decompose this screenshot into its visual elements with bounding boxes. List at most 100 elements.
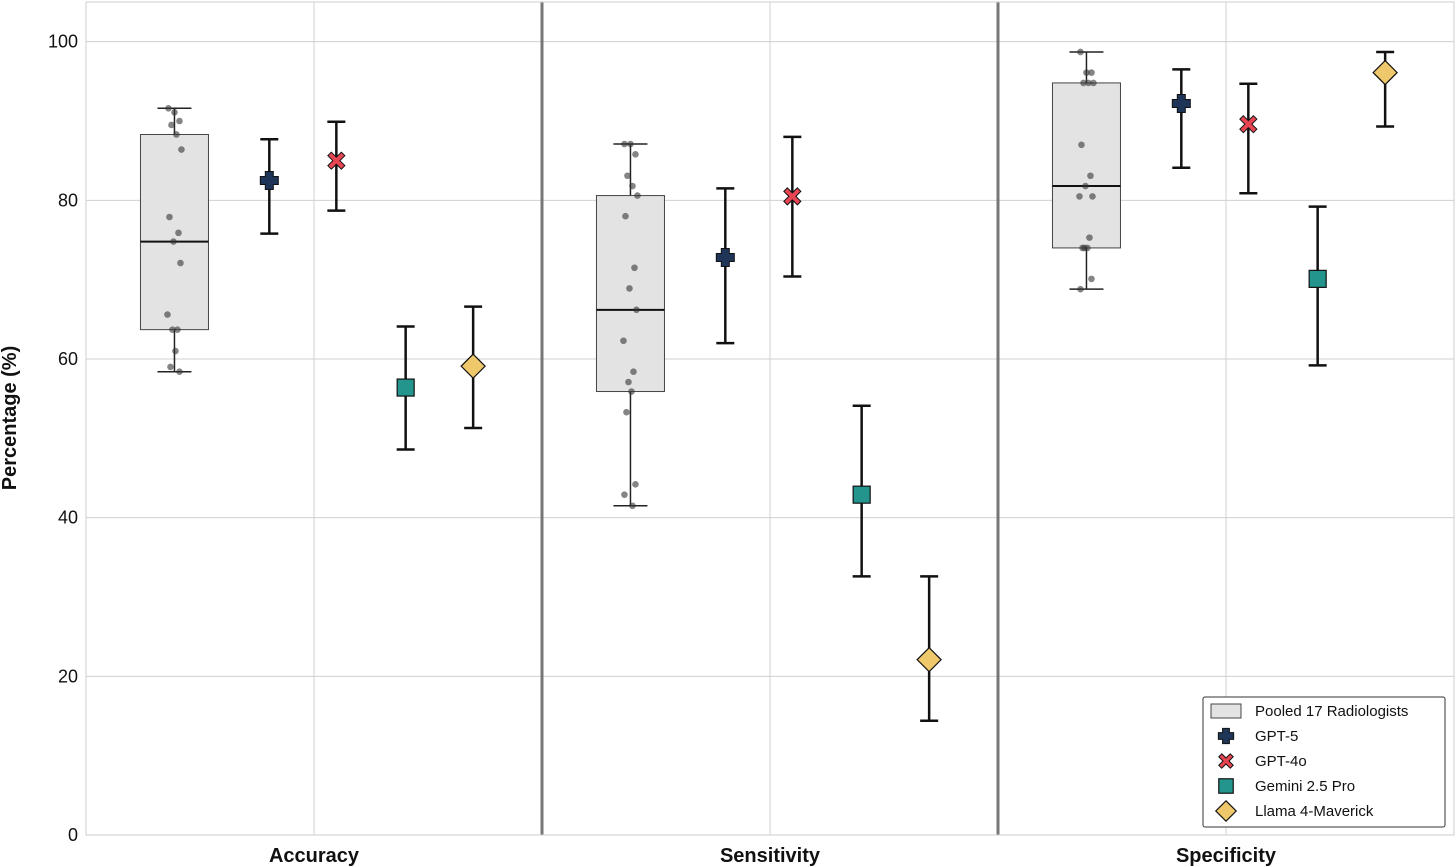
plus-marker xyxy=(1217,727,1235,745)
radiologist-point xyxy=(175,229,182,237)
radiologist-point xyxy=(167,363,174,371)
diamond-marker xyxy=(1214,799,1238,823)
model-point-x-accuracy xyxy=(327,120,346,212)
radiologist-point xyxy=(627,140,634,148)
box-iqr xyxy=(595,195,665,393)
model-point-plus-sensitivity xyxy=(715,187,735,345)
radiologist-box-specificity xyxy=(1051,48,1121,293)
radiologist-box-sensitivity xyxy=(595,140,665,510)
y-tick-label: 80 xyxy=(58,190,78,210)
legend-entry: Llama 4-Maverick xyxy=(1214,799,1374,823)
box-layer xyxy=(139,48,1121,510)
x-marker xyxy=(783,187,802,206)
radiologist-point xyxy=(1085,79,1092,87)
y-axis-title: Percentage (%) xyxy=(0,346,21,491)
radiologist-point xyxy=(176,117,183,125)
legend-entry: GPT-5 xyxy=(1217,727,1298,745)
radiologist-box-accuracy xyxy=(139,105,209,375)
radiologist-point xyxy=(1089,193,1096,200)
radiologist-point xyxy=(1088,69,1095,76)
legend-box xyxy=(1202,696,1446,828)
radiologist-point xyxy=(164,311,171,318)
box-iqr xyxy=(1051,82,1121,249)
radiologist-point xyxy=(626,285,633,292)
grid-layer xyxy=(86,2,1454,836)
model-point-diamond-accuracy xyxy=(460,305,486,430)
radiologist-point xyxy=(1077,285,1084,293)
plus-marker xyxy=(1171,94,1191,114)
square-marker xyxy=(1308,269,1327,288)
radiologist-point xyxy=(1086,234,1093,241)
radiologist-point xyxy=(1080,79,1087,87)
y-tick-label: 40 xyxy=(58,508,78,528)
radiologist-point xyxy=(621,140,628,148)
radiologist-point xyxy=(1077,48,1084,56)
model-point-diamond-specificity xyxy=(1372,50,1398,128)
legend-entry: Gemini 2.5 Pro xyxy=(1218,778,1355,795)
x-category-label: Accuracy xyxy=(269,845,360,867)
radiologist-point xyxy=(630,368,637,375)
radiologist-point xyxy=(632,481,639,488)
y-tick-label: 60 xyxy=(58,349,78,369)
y-tick-label: 20 xyxy=(58,666,78,686)
radiologist-point xyxy=(172,347,179,355)
x-marker xyxy=(1218,753,1234,769)
model-point-plus-specificity xyxy=(1171,68,1191,170)
radiologist-point xyxy=(174,326,181,333)
radiologist-point xyxy=(1088,275,1095,283)
model-point-plus-accuracy xyxy=(259,137,279,235)
axis-layer: 0 20 40 60 80 100 Accuracy Sensitivity Specifici… xyxy=(48,1,1455,867)
marker-layer xyxy=(259,50,1398,723)
radiologist-point xyxy=(1076,193,1083,200)
radiologist-point xyxy=(631,264,638,272)
legend-label: GPT-5 xyxy=(1255,728,1298,745)
legend-entry: GPT-4o xyxy=(1218,753,1307,770)
radiologist-point xyxy=(1078,141,1085,149)
radiologist-point xyxy=(1084,244,1091,252)
model-point-square-specificity xyxy=(1308,205,1327,367)
radiologist-point xyxy=(171,108,178,116)
radiologist-point xyxy=(1083,69,1090,76)
model-point-x-specificity xyxy=(1239,82,1258,195)
radiologist-point xyxy=(168,121,175,129)
model-point-diamond-sensitivity xyxy=(916,575,942,723)
plot-frame xyxy=(85,1,1455,836)
legend-entry: Pooled 17 Radiologists xyxy=(1210,703,1408,720)
legend-label: Gemini 2.5 Pro xyxy=(1255,778,1355,795)
radiologist-point xyxy=(169,326,176,333)
box-iqr xyxy=(139,133,209,331)
radiologist-point xyxy=(176,368,183,375)
radiologist-point xyxy=(166,213,173,221)
radiologist-point xyxy=(632,151,639,158)
radiologist-point xyxy=(622,212,629,220)
model-point-square-sensitivity xyxy=(852,404,871,578)
radiologist-point xyxy=(165,105,172,112)
radiologist-point xyxy=(620,337,627,345)
y-tick-label: 0 xyxy=(68,825,78,845)
radiologist-point xyxy=(1082,182,1089,190)
diamond-marker xyxy=(916,646,942,673)
radiologist-point xyxy=(1079,244,1086,252)
radiologist-point xyxy=(625,378,632,386)
radiologist-point xyxy=(624,172,631,180)
radiologist-point xyxy=(1090,79,1097,87)
radiologist-point xyxy=(1087,172,1094,180)
legend-swatch xyxy=(1210,703,1242,719)
x-category-label: Sensitivity xyxy=(720,845,821,867)
plus-marker xyxy=(715,247,735,267)
plus-marker xyxy=(259,171,279,190)
diamond-marker xyxy=(460,353,486,379)
model-point-square-accuracy xyxy=(396,325,415,451)
radiologist-point xyxy=(628,388,635,395)
radiologist-point xyxy=(173,131,180,138)
legend-label: Pooled 17 Radiologists xyxy=(1255,703,1408,720)
radiologist-point xyxy=(621,491,628,498)
radiologist-point xyxy=(178,146,185,153)
radiologist-point xyxy=(177,259,184,267)
x-marker xyxy=(327,151,346,170)
legend-label: GPT-4o xyxy=(1255,753,1307,770)
radiologist-point xyxy=(170,238,177,245)
radiologist-point xyxy=(629,502,636,510)
radiologist-point xyxy=(633,306,640,314)
